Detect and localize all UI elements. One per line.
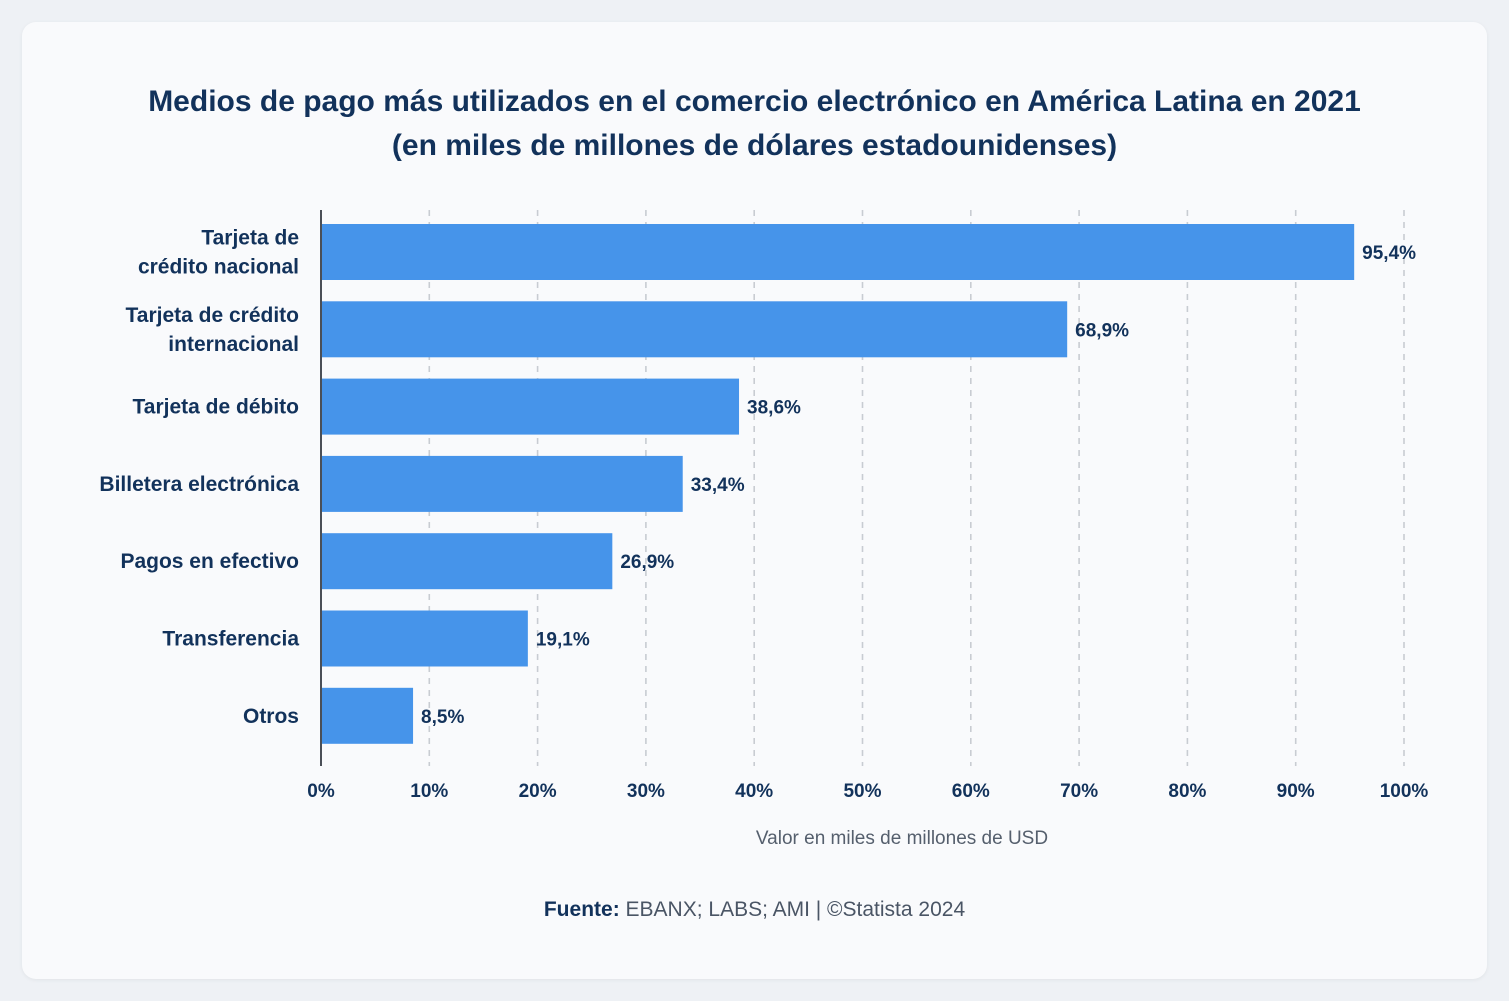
data-label: 68,9% — [1075, 320, 1129, 341]
y-tick-label: Pagos en efectivo — [120, 550, 299, 573]
x-tick-label: 90% — [1277, 781, 1315, 802]
bar — [321, 378, 740, 435]
x-tick-label: 50% — [843, 781, 881, 802]
data-label: 33,4% — [691, 475, 745, 496]
y-tick-label: Tarjeta de débito — [133, 396, 299, 419]
y-tick-label: Transferencia — [162, 628, 299, 651]
y-tick-label: Tarjeta de crédito nacional — [138, 227, 299, 279]
source-note: Fuente: EBANX; LABS; AMI | ©Statista 202… — [0, 898, 1509, 922]
data-label: 26,9% — [620, 552, 674, 573]
bar — [321, 687, 414, 744]
bar — [321, 455, 683, 512]
x-tick-label: 80% — [1168, 781, 1206, 802]
y-tick-label: Otros — [243, 705, 299, 728]
x-tick-label: 100% — [1380, 781, 1429, 802]
x-tick-label: 20% — [519, 781, 557, 802]
x-tick-label: 30% — [627, 781, 665, 802]
chart-title-line-1: Medios de pago más utilizados en el come… — [148, 85, 1361, 118]
x-tick-label: 60% — [952, 781, 990, 802]
source-label: Fuente: — [543, 898, 620, 921]
y-tick-label: Billetera electrónica — [99, 473, 299, 496]
bar — [321, 533, 613, 590]
data-label: 38,6% — [747, 398, 801, 419]
chart-title: Medios de pago más utilizados en el come… — [0, 80, 1509, 168]
bars — [321, 224, 1355, 744]
data-label: 19,1% — [536, 630, 590, 651]
chart-title-line-2: (en miles de millones de dólares estadou… — [391, 129, 1118, 162]
x-tick-label: 40% — [735, 781, 773, 802]
bar — [321, 224, 1355, 280]
source-text: EBANX; LABS; AMI | ©Statista 2024 — [625, 898, 966, 921]
x-tick-label: 70% — [1060, 781, 1098, 802]
x-axis-ticks: 0% 10% 20% 30% 40% 50% 60% 70% 80% 90% 100% — [307, 781, 1428, 802]
x-tick-label: 10% — [410, 781, 448, 802]
data-label: 95,4% — [1362, 243, 1416, 264]
y-tick-label: Tarjeta de crédito internacional — [126, 304, 300, 356]
data-labels: 95,4% 68,9% 38,6% 33,4% 26,9% 19,1% 8,5% — [421, 243, 1416, 728]
bar — [321, 610, 528, 667]
y-axis-labels: Tarjeta de crédito nacional Tarjeta de cré… — [99, 227, 299, 728]
bar — [321, 301, 1068, 358]
x-tick-label: 0% — [307, 781, 335, 802]
x-axis-title: Valor en miles de millones de USD — [756, 828, 1048, 849]
data-label: 8,5% — [421, 707, 464, 728]
